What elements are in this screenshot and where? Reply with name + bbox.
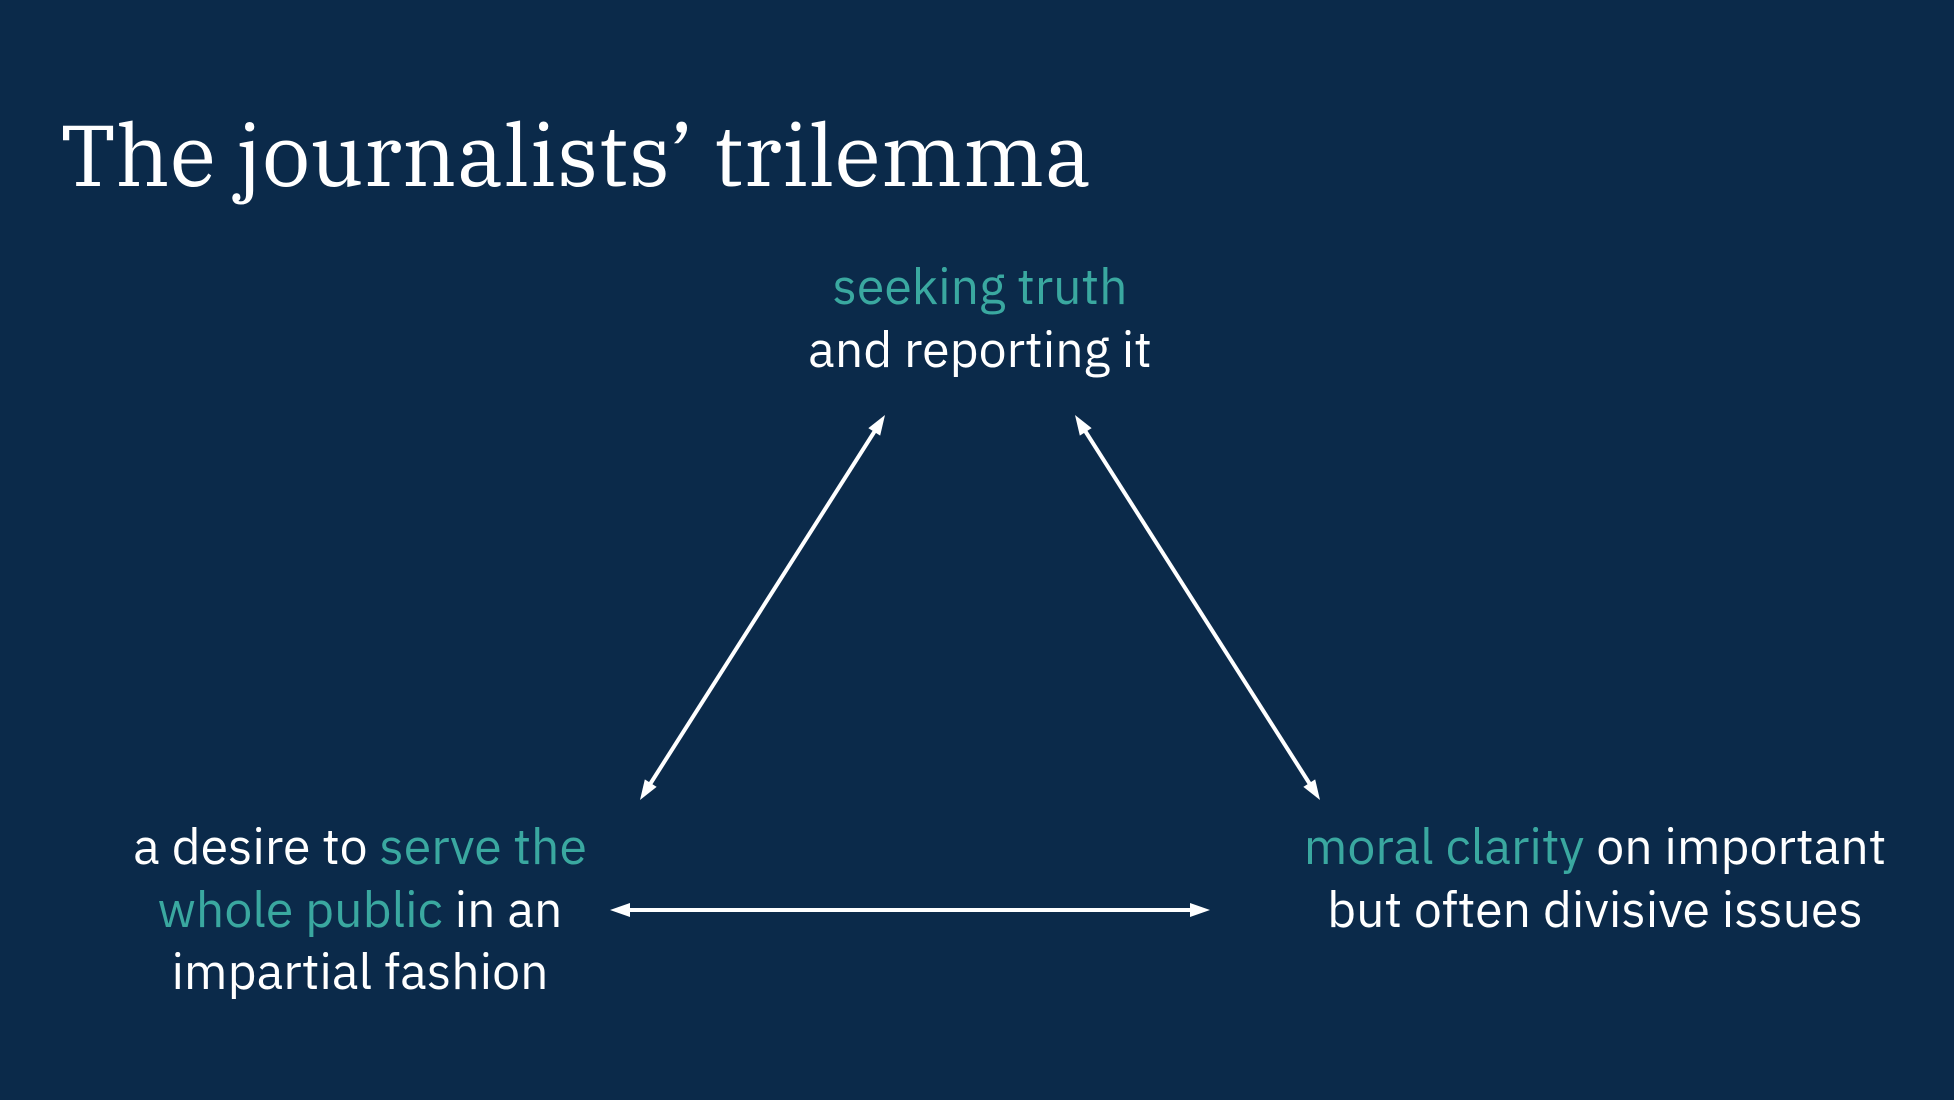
trilemma-node-right: moral clarity on important but often div… xyxy=(1295,815,1895,940)
arrow-head-icon xyxy=(640,779,657,800)
node-text: and reporting it xyxy=(700,318,1260,381)
arrow-head-icon xyxy=(1075,415,1092,436)
trilemma-node-left: a desire to serve the whole public in an… xyxy=(60,815,660,1003)
arrow-line xyxy=(1081,425,1313,790)
node-text-accent: moral clarity xyxy=(1304,813,1585,878)
slide: The journalists’ trilemma seeking trutha… xyxy=(0,0,1954,1100)
slide-title: The journalists’ trilemma xyxy=(60,98,1091,210)
trilemma-node-top: seeking truthand reporting it xyxy=(700,255,1260,380)
arrow-head-icon xyxy=(868,415,885,436)
node-text-accent: seeking truth xyxy=(700,255,1260,318)
arrow-head-icon xyxy=(1303,779,1320,800)
arrow-head-icon xyxy=(1190,903,1210,917)
node-text: a desire to xyxy=(133,813,379,878)
arrow-line xyxy=(646,425,878,790)
